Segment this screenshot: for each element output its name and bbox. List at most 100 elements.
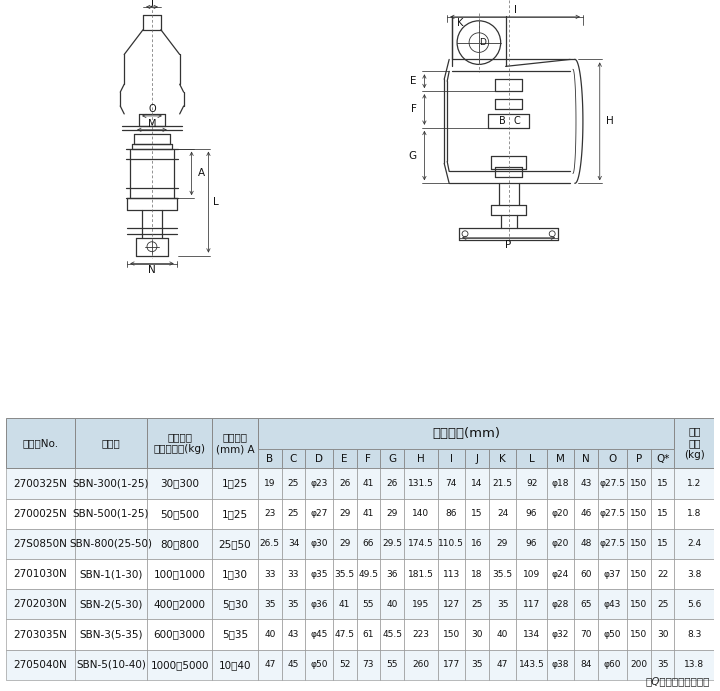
Bar [380,559,404,589]
Bar [627,529,651,559]
Text: L: L [213,197,219,207]
Bar [282,529,305,559]
Text: F: F [366,454,372,464]
Bar [598,499,627,529]
Bar [675,418,714,468]
Text: 23: 23 [264,509,276,518]
Bar [75,529,147,559]
Text: 45: 45 [288,660,300,669]
Text: 1.8: 1.8 [687,509,701,518]
Text: O: O [148,104,156,114]
Text: 25: 25 [657,600,668,609]
Bar [305,589,333,619]
Text: SBN-3(5-35): SBN-3(5-35) [79,630,143,639]
Text: φ32: φ32 [552,630,570,639]
Text: 15: 15 [657,509,668,518]
Text: 21.5: 21.5 [492,479,513,488]
Text: 16: 16 [471,540,482,549]
Bar [598,650,627,680]
Text: 15: 15 [657,540,668,549]
Bar [305,449,333,468]
Bar [333,499,356,529]
Text: 46: 46 [580,509,592,518]
Text: 35: 35 [657,660,668,669]
Text: 181.5: 181.5 [408,569,433,578]
Text: 25: 25 [472,600,482,609]
Bar [675,619,714,650]
Text: 15: 15 [657,479,668,488]
Bar [627,559,651,589]
Bar [489,589,516,619]
Text: 100～1000: 100～1000 [153,569,206,579]
Bar [282,499,305,529]
Text: 30: 30 [471,630,482,639]
Bar [627,449,651,468]
Bar [465,589,489,619]
Bar [212,529,258,559]
Bar [356,589,380,619]
Bar [333,449,356,468]
Text: 41: 41 [339,600,351,609]
Bar [516,589,547,619]
Text: 34: 34 [288,540,300,549]
Bar [147,529,212,559]
Bar [598,559,627,589]
Bar [575,589,598,619]
Text: 43: 43 [580,479,592,488]
Bar [516,559,547,589]
Text: 70: 70 [580,630,592,639]
Text: 140: 140 [412,509,429,518]
Bar [575,529,598,559]
Text: 48: 48 [580,540,592,549]
Text: 47: 47 [497,660,508,669]
Bar [489,529,516,559]
Text: 96: 96 [526,509,537,518]
Bar [575,468,598,499]
Bar [305,529,333,559]
Bar [333,619,356,650]
Text: φ45: φ45 [310,630,328,639]
Text: 29: 29 [387,509,397,518]
Text: SBN-5(10-40): SBN-5(10-40) [76,660,145,670]
Text: J: J [475,454,478,464]
Bar [404,529,438,559]
Bar [465,619,489,650]
Text: 29.5: 29.5 [382,540,402,549]
Text: 86: 86 [446,509,457,518]
Text: M: M [556,454,565,464]
Text: 60: 60 [580,569,592,578]
Bar [547,559,575,589]
Text: φ30: φ30 [310,540,328,549]
Bar [651,499,675,529]
Text: 35: 35 [264,600,276,609]
Bar [356,468,380,499]
Bar [380,468,404,499]
Text: 29: 29 [497,540,508,549]
Bar [6,589,75,619]
Text: 113: 113 [443,569,460,578]
Text: G: G [408,151,416,160]
Text: 2700325N: 2700325N [13,479,67,489]
Bar [651,468,675,499]
Text: φ18: φ18 [552,479,570,488]
Text: 195: 195 [412,600,429,609]
Text: 35: 35 [471,660,482,669]
Bar [575,499,598,529]
Bar [6,418,75,468]
Text: 1～25: 1～25 [222,479,248,489]
Text: 13.8: 13.8 [684,660,704,669]
Text: 65: 65 [580,600,592,609]
Bar [333,529,356,559]
Bar [438,589,465,619]
Bar [258,449,282,468]
Text: SBN-800(25-50): SBN-800(25-50) [69,539,153,549]
Bar [356,499,380,529]
Bar [598,619,627,650]
Bar [333,468,356,499]
Text: 47: 47 [264,660,276,669]
Bar [75,559,147,589]
Text: C: C [290,454,297,464]
Bar [675,529,714,559]
Text: 40: 40 [387,600,397,609]
Bar [333,589,356,619]
